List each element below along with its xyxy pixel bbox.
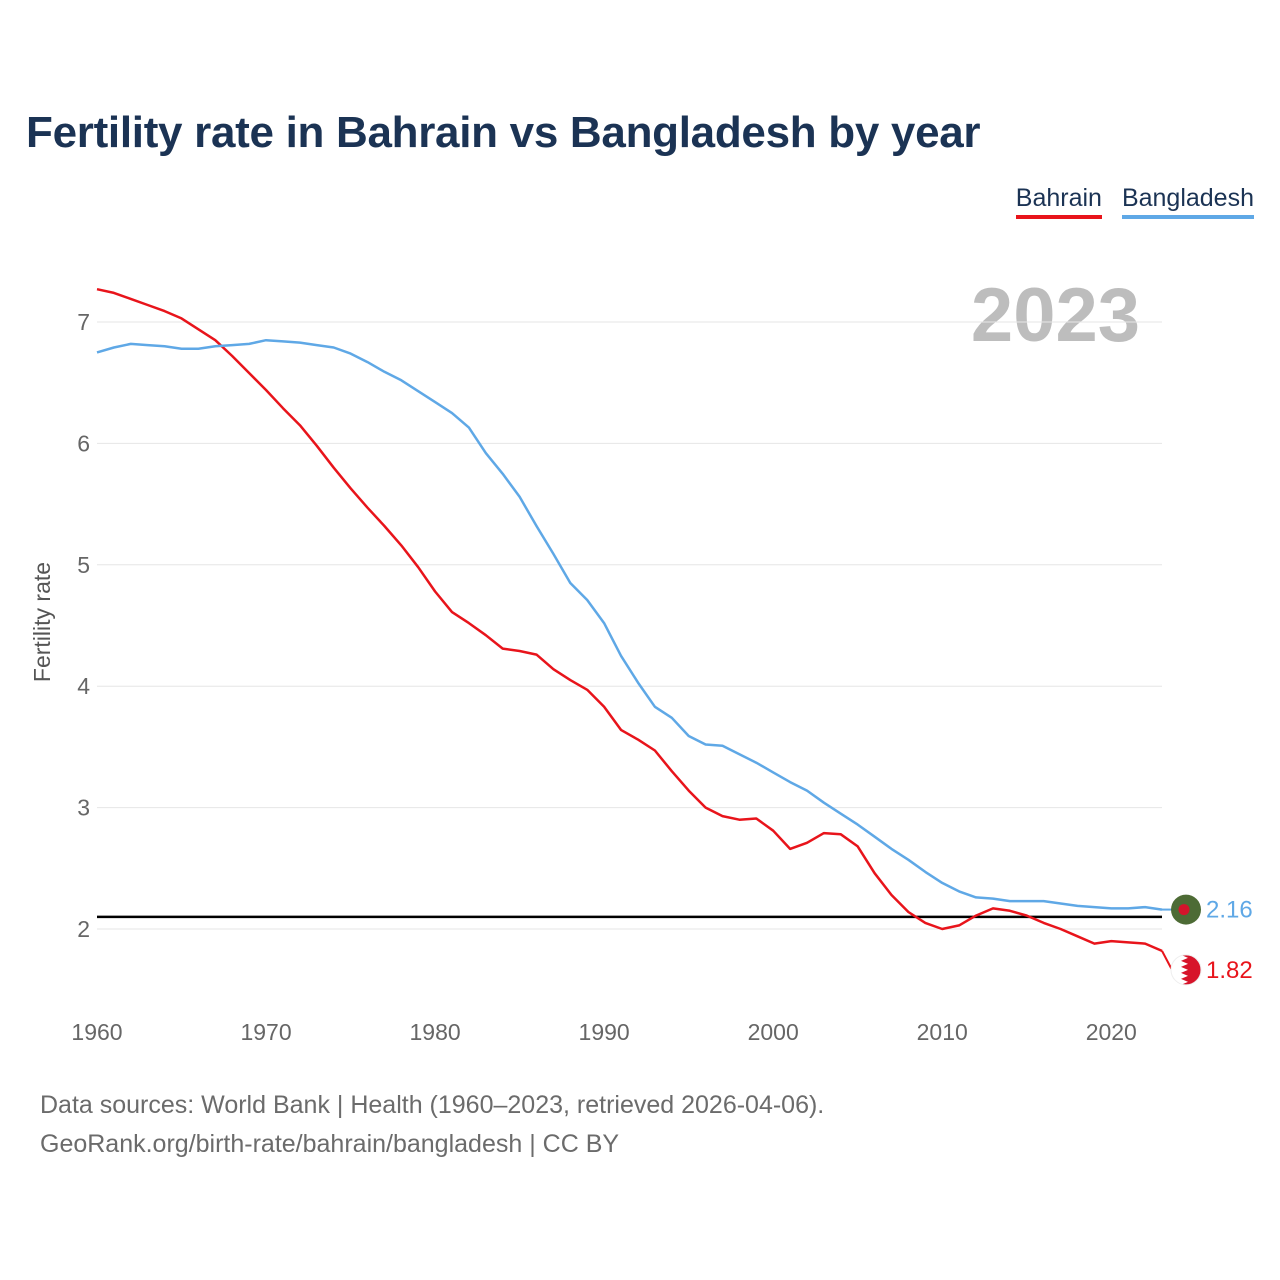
line-chart: 2023 2 3 4 5 6 7 1960 1970 1980 1990 2000 2010 2020 Fe… <box>29 273 1253 1045</box>
y-axis-label: Fertility rate <box>29 562 55 682</box>
flag-body <box>1171 954 1201 985</box>
y-tick-label-5: 5 <box>77 552 90 578</box>
x-tick-label-2020: 2020 <box>1086 1019 1137 1045</box>
flag-bahrain-icon <box>1170 954 1202 986</box>
y-tick-label-6: 6 <box>77 430 90 456</box>
x-tick-label-2000: 2000 <box>748 1019 799 1045</box>
chart-title: Fertility rate in Bahrain vs Bangladesh … <box>26 108 981 157</box>
y-tick-label-4: 4 <box>77 673 90 699</box>
end-value-label-bahrain: 1.82 <box>1206 957 1253 984</box>
legend-item-bangladesh[interactable]: Bangladesh <box>1121 184 1254 219</box>
source-line-1: Data sources: World Bank | Health (1960–… <box>40 1091 825 1119</box>
legend: Bahrain Bangladesh <box>1015 184 1254 219</box>
end-value-label-bangladesh: 2.16 <box>1206 897 1253 924</box>
series-line-bangladesh <box>96 338 1163 911</box>
flag-outline <box>1170 954 1202 986</box>
series-line-bahrain <box>96 287 1163 953</box>
x-tick-label-1980: 1980 <box>410 1019 461 1045</box>
x-tick-label-1960: 1960 <box>71 1019 122 1045</box>
y-tick-label-7: 7 <box>77 309 90 335</box>
legend-item-bahrain[interactable]: Bahrain <box>1015 184 1102 219</box>
flag-disc <box>1178 904 1190 916</box>
x-tick-label-1970: 1970 <box>240 1019 291 1045</box>
x-tick-label-1990: 1990 <box>579 1019 630 1045</box>
y-tick-label-2: 2 <box>77 916 90 942</box>
connector-bahrain <box>1161 950 1173 971</box>
flag-bangladesh-icon <box>1171 894 1201 925</box>
y-tick-label-3: 3 <box>77 795 90 821</box>
year-label: 2023 <box>971 273 1140 358</box>
flag-white <box>1171 954 1188 985</box>
x-tick-label-2010: 2010 <box>917 1019 968 1045</box>
source-line-2: GeoRank.org/birth-rate/bahrain/banglades… <box>40 1130 620 1158</box>
source-note: Data sources: World Bank | Health (1960–… <box>40 1086 824 1164</box>
